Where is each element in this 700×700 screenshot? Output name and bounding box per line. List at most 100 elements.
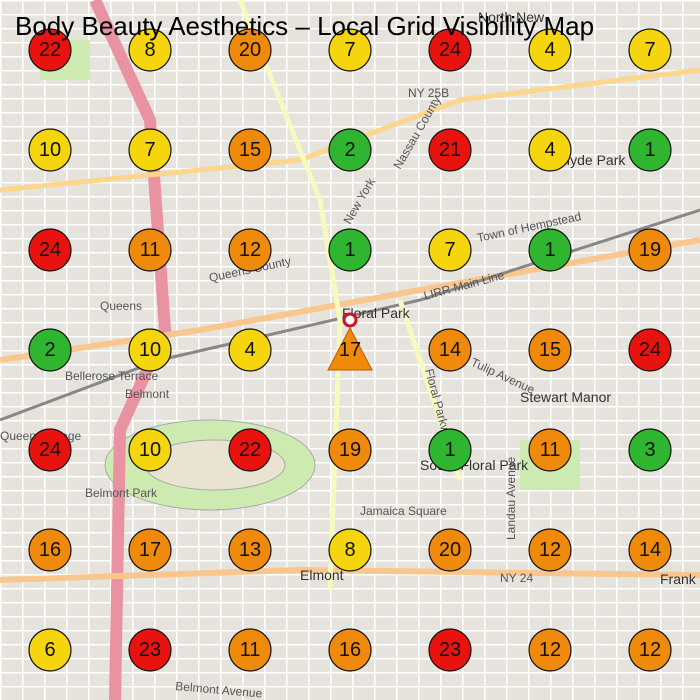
rank-marker — [528, 628, 572, 672]
rank-label: 16 — [339, 639, 361, 661]
rank-label: 4 — [244, 339, 255, 361]
rank-label: 24 — [39, 439, 61, 461]
rank-label: 10 — [139, 339, 161, 361]
rank-marker — [228, 428, 272, 472]
rank-label: 17 — [339, 339, 361, 361]
rank-label: 13 — [239, 539, 261, 561]
rank-marker — [428, 128, 472, 172]
road-label: Belmont Avenue — [175, 679, 263, 700]
area-label: Queens — [100, 299, 142, 313]
rank-label: 17 — [139, 539, 161, 561]
place-label: Stewart Manor — [520, 389, 611, 405]
rank-label: 7 — [344, 39, 355, 61]
rank-label: 4 — [544, 39, 555, 61]
place-label: Jamaica Square — [360, 504, 447, 518]
rank-label: 10 — [139, 439, 161, 461]
rank-label: 19 — [639, 239, 661, 261]
rank-marker — [228, 28, 272, 72]
rank-marker — [428, 528, 472, 572]
rank-marker — [528, 228, 572, 272]
rank-marker — [28, 528, 72, 572]
rank-label: 21 — [439, 139, 461, 161]
rank-label: 12 — [639, 639, 661, 661]
rank-label: 7 — [644, 39, 655, 61]
rank-marker — [128, 428, 172, 472]
rank-marker — [628, 628, 672, 672]
rank-marker — [528, 128, 572, 172]
rank-marker — [328, 428, 372, 472]
rank-label: 7 — [444, 239, 455, 261]
rank-label: 14 — [639, 539, 661, 561]
rank-marker — [628, 328, 672, 372]
road-label: NY 24 — [500, 571, 533, 585]
rank-label: 3 — [644, 439, 655, 461]
rank-marker — [528, 528, 572, 572]
rank-label: 8 — [344, 539, 355, 561]
rank-marker — [228, 128, 272, 172]
rank-label: 11 — [540, 439, 561, 461]
rank-label: 6 — [44, 639, 55, 661]
rank-marker — [228, 628, 272, 672]
rank-label: 10 — [39, 139, 61, 161]
rank-marker — [28, 28, 72, 72]
rank-marker — [628, 28, 672, 72]
place-label: Belmont Park — [85, 486, 158, 500]
rank-marker — [628, 228, 672, 272]
rank-marker — [28, 228, 72, 272]
rank-marker — [128, 128, 172, 172]
rank-label: 2 — [344, 139, 355, 161]
rank-label: 24 — [439, 39, 461, 61]
rank-marker — [128, 28, 172, 72]
rank-label: 11 — [240, 639, 261, 661]
rank-marker — [428, 628, 472, 672]
rank-label: 12 — [539, 639, 561, 661]
rank-label: 1 — [644, 139, 655, 161]
rank-marker — [128, 328, 172, 372]
place-label: Frank — [660, 571, 697, 587]
rank-marker — [328, 128, 372, 172]
rank-marker — [428, 28, 472, 72]
rank-marker — [428, 328, 472, 372]
place-label: North New — [478, 9, 545, 25]
rank-label: 11 — [140, 239, 161, 261]
place-label: Floral Park — [342, 305, 411, 321]
rank-marker — [28, 128, 72, 172]
rank-label: 1 — [344, 239, 355, 261]
rank-label: 7 — [144, 139, 155, 161]
rank-marker — [628, 528, 672, 572]
place-label: Elmont — [300, 567, 344, 583]
rank-label: 20 — [239, 39, 261, 61]
rank-marker — [628, 428, 672, 472]
rank-marker — [428, 228, 472, 272]
road-label: Landau Avenue — [504, 456, 518, 540]
target-marker — [327, 326, 373, 371]
road-label: NY 25B — [408, 86, 449, 100]
place-label: Bellerose Terrace — [65, 369, 158, 383]
rank-marker — [128, 228, 172, 272]
rank-marker — [28, 328, 72, 372]
map-title: Body Beauty Aesthetics – Local Grid Visi… — [15, 11, 594, 41]
rank-marker — [128, 628, 172, 672]
rank-label: 24 — [639, 339, 661, 361]
rank-label: 19 — [339, 439, 361, 461]
rank-label: 8 — [144, 39, 155, 61]
rank-marker — [428, 428, 472, 472]
rank-marker — [228, 228, 272, 272]
rank-marker — [528, 28, 572, 72]
rank-marker — [328, 628, 372, 672]
rank-label: 1 — [544, 239, 555, 261]
rank-label: 4 — [544, 139, 555, 161]
rank-label: 15 — [539, 339, 561, 361]
rank-marker — [328, 28, 372, 72]
rank-label: 12 — [539, 539, 561, 561]
rank-marker — [128, 528, 172, 572]
rank-label: 12 — [239, 239, 261, 261]
rank-marker — [28, 428, 72, 472]
rank-marker — [228, 328, 272, 372]
business-pin — [342, 312, 358, 328]
rank-label: 20 — [439, 539, 461, 561]
rank-label: 22 — [239, 439, 261, 461]
rank-label: 2 — [44, 339, 55, 361]
